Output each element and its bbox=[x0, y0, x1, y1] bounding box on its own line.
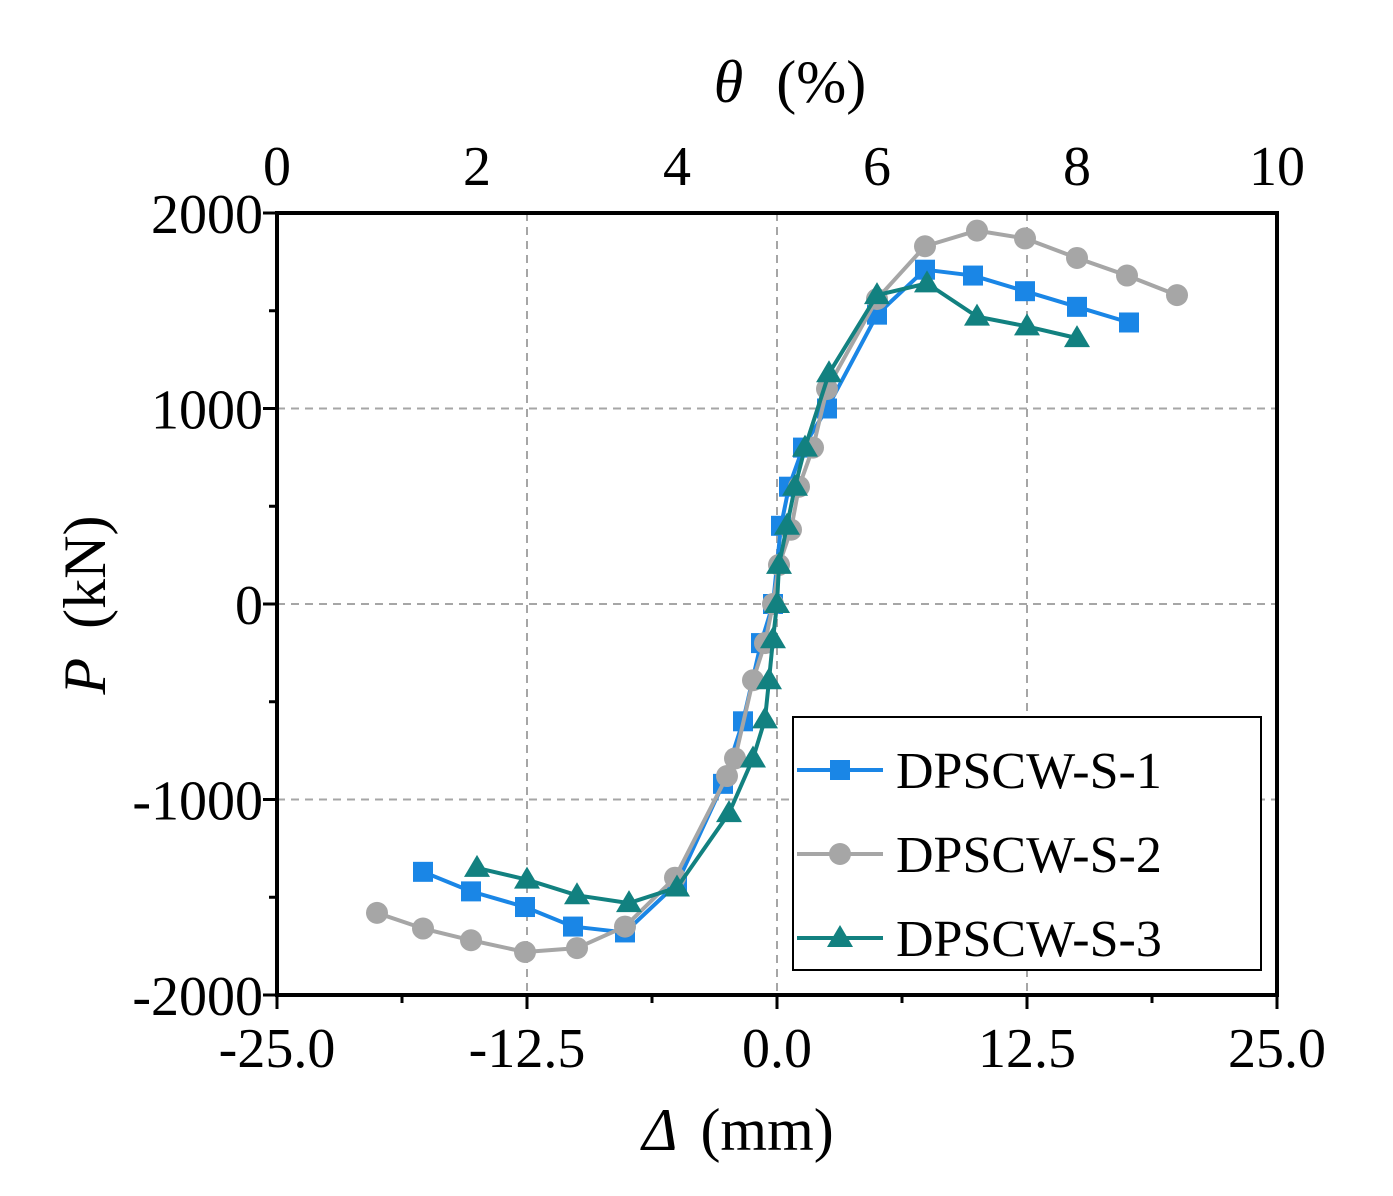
data-point-square bbox=[1067, 296, 1087, 317]
data-point-circle bbox=[716, 765, 738, 788]
y-tick-label: 1000 bbox=[151, 380, 263, 442]
data-point-circle bbox=[1066, 246, 1088, 269]
data-point-triangle bbox=[664, 874, 690, 897]
x-tick-label: -25.0 bbox=[219, 1018, 336, 1080]
data-point-circle bbox=[460, 929, 482, 952]
y-axis-title: P (kN) bbox=[52, 516, 118, 696]
series-group bbox=[366, 219, 1188, 963]
x-axis-symbol: Δ bbox=[640, 1097, 677, 1163]
legend-label-1: DPSCW-S-1 bbox=[896, 743, 1162, 800]
x2-axis-title: θ (%) bbox=[714, 49, 866, 115]
x2-tick-label: 0 bbox=[263, 136, 291, 198]
data-point-triangle bbox=[716, 800, 742, 823]
legend-label-2: DPSCW-S-2 bbox=[896, 827, 1162, 884]
x-tick-label: 0.0 bbox=[742, 1018, 812, 1080]
legend: DPSCW-S-1 DPSCW-S-2 DPSCW-S-3 bbox=[792, 716, 1262, 971]
legend-marker-circle bbox=[829, 843, 851, 865]
y-tick-label: 2000 bbox=[151, 184, 263, 246]
x2-tick-label: 6 bbox=[863, 136, 891, 198]
data-point-square bbox=[563, 916, 583, 937]
data-point-triangle bbox=[792, 434, 818, 457]
data-point-square bbox=[413, 861, 433, 882]
x2-tick-label: 10 bbox=[1249, 136, 1305, 198]
x2-tick-label: 8 bbox=[1063, 136, 1091, 198]
y-axis-unit: (kN) bbox=[52, 516, 118, 629]
data-point-triangle bbox=[514, 866, 540, 889]
data-point-circle bbox=[566, 937, 588, 960]
data-point-circle bbox=[966, 219, 988, 242]
x-axis-unit: (mm) bbox=[700, 1097, 833, 1163]
data-point-triangle bbox=[616, 890, 642, 913]
data-point-square bbox=[1015, 281, 1035, 302]
x-axis-title: Δ (mm) bbox=[640, 1097, 834, 1163]
data-point-triangle bbox=[764, 591, 790, 613]
data-point-circle bbox=[412, 917, 434, 940]
data-point-square bbox=[515, 897, 535, 918]
legend-marker-square bbox=[830, 760, 850, 780]
data-point-triangle bbox=[760, 626, 786, 649]
data-point-triangle bbox=[774, 512, 800, 535]
y-tick-label: 0 bbox=[235, 575, 263, 637]
data-point-triangle bbox=[914, 270, 940, 293]
data-point-circle bbox=[724, 747, 746, 770]
y-axis-symbol: P bbox=[52, 658, 118, 696]
data-point-circle bbox=[914, 235, 936, 258]
x-tick-label: -12.5 bbox=[469, 1018, 586, 1080]
data-point-circle bbox=[1014, 227, 1036, 250]
x-tick-label: 12.5 bbox=[978, 1018, 1076, 1080]
data-point-triangle bbox=[756, 667, 782, 690]
data-point-triangle bbox=[782, 473, 808, 496]
data-point-circle bbox=[614, 915, 636, 938]
data-point-triangle bbox=[1064, 325, 1090, 348]
x2-axis-symbol: θ bbox=[714, 49, 743, 115]
data-point-triangle bbox=[964, 303, 990, 326]
axis-labels: -25.0 -12.5 0.0 12.5 25.0 0 2 4 6 8 10 -2000 -1000 0 1… bbox=[132, 136, 1326, 1080]
axes bbox=[263, 211, 1279, 1009]
data-point-square bbox=[461, 881, 481, 902]
y-tick-label: -2000 bbox=[132, 966, 263, 1028]
legend-label-3: DPSCW-S-3 bbox=[896, 911, 1162, 968]
data-point-triangle bbox=[564, 882, 590, 905]
data-point-triangle bbox=[864, 282, 890, 305]
legend-marker-triangle bbox=[827, 925, 853, 947]
data-point-square bbox=[1119, 312, 1139, 333]
data-point-triangle bbox=[1014, 313, 1040, 336]
x-tick-label: 25.0 bbox=[1228, 1018, 1326, 1080]
data-point-circle bbox=[366, 901, 388, 924]
data-point-square bbox=[915, 259, 935, 280]
legend-entry-3: DPSCW-S-3 bbox=[797, 911, 1162, 968]
legend-box bbox=[792, 716, 1262, 971]
data-point-circle bbox=[514, 940, 536, 963]
data-point-square bbox=[963, 265, 983, 286]
series-3 bbox=[464, 270, 1090, 913]
legend-entry-2: DPSCW-S-2 bbox=[797, 827, 1162, 884]
x2-tick-label: 2 bbox=[463, 136, 491, 198]
data-point-triangle bbox=[752, 706, 778, 729]
data-point-circle bbox=[1166, 284, 1188, 307]
y-tick-label: -1000 bbox=[132, 771, 263, 833]
x2-axis-unit: (%) bbox=[776, 49, 866, 115]
data-point-triangle bbox=[464, 854, 490, 877]
data-point-circle bbox=[1116, 264, 1138, 287]
legend-entry-1: DPSCW-S-1 bbox=[797, 743, 1162, 800]
data-point-triangle bbox=[740, 745, 766, 768]
data-point-triangle bbox=[766, 551, 792, 574]
data-point-triangle bbox=[816, 360, 842, 383]
x2-tick-label: 4 bbox=[663, 136, 691, 198]
